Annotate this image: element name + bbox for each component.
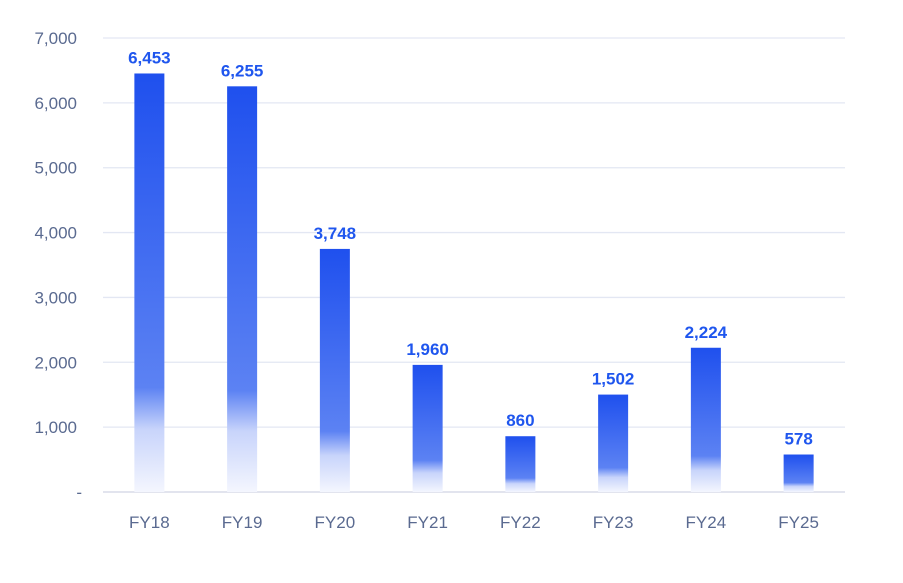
- gridlines: [103, 37, 845, 493]
- y-tick-label: 2,000: [34, 353, 77, 372]
- x-tick-label: FY21: [407, 513, 448, 532]
- x-tick-label: FY23: [593, 513, 634, 532]
- y-tick-label: -: [76, 483, 82, 502]
- data-label: 6,255: [221, 61, 264, 80]
- data-label: 1,960: [406, 340, 449, 359]
- y-tick-label: 4,000: [34, 224, 77, 243]
- bar-fy25: [783, 454, 814, 492]
- x-tick-label: FY19: [222, 513, 263, 532]
- y-tick-label: 1,000: [34, 418, 77, 437]
- bar-fy23: [598, 394, 629, 492]
- y-tick-label: 7,000: [34, 29, 77, 48]
- bar-fy24: [690, 347, 721, 492]
- y-tick-label: 3,000: [34, 288, 77, 307]
- data-label: 6,453: [128, 48, 171, 67]
- bar-fy20: [319, 248, 350, 492]
- x-tick-label: FY22: [500, 513, 541, 532]
- data-label: 2,224: [685, 323, 728, 342]
- y-tick-label: 6,000: [34, 94, 77, 113]
- x-tick-label: FY24: [686, 513, 727, 532]
- x-axis: FY18 FY19 FY20 FY21 FY22 FY23 FY24 FY25: [129, 513, 819, 532]
- bar-fy21: [412, 364, 443, 492]
- bar-fy19: [227, 86, 258, 492]
- data-label: 578: [784, 430, 812, 449]
- y-axis: - 1,000 2,000 3,000 4,000 5,000 6,000 7,000: [34, 29, 82, 502]
- data-label: 1,502: [592, 370, 635, 389]
- y-tick-label: 5,000: [34, 159, 77, 178]
- data-label: 3,748: [314, 224, 357, 243]
- bar-fy18: [134, 73, 165, 492]
- bars: 6,453 6,255 3,748 1,960 860 1,502 2,224 578: [128, 48, 814, 492]
- x-tick-label: FY18: [129, 513, 170, 532]
- bar-fy22: [505, 436, 536, 492]
- x-tick-label: FY25: [778, 513, 819, 532]
- data-label: 860: [506, 411, 534, 430]
- x-tick-label: FY20: [315, 513, 356, 532]
